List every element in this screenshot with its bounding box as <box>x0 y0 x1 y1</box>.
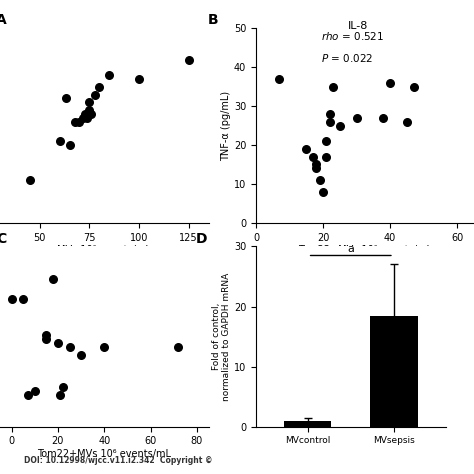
Point <box>91 91 99 98</box>
Point <box>323 137 330 145</box>
Point <box>326 110 334 118</box>
Point <box>8 295 15 302</box>
Point <box>77 351 85 358</box>
X-axis label: Tom22+MVs 10⁶ events/mL: Tom22+MVs 10⁶ events/mL <box>298 245 432 255</box>
Y-axis label: TNF-α (pg/mL): TNF-α (pg/mL) <box>221 91 231 161</box>
Bar <box>284 420 331 427</box>
Point <box>83 114 91 122</box>
Point <box>56 137 64 145</box>
Point <box>403 118 410 126</box>
Point <box>319 188 327 195</box>
Point <box>59 383 66 391</box>
Point <box>323 153 330 161</box>
Point <box>86 99 93 106</box>
Point <box>72 118 79 126</box>
Point <box>185 56 192 64</box>
Text: DOI: 10.12998/wjcc.v11.i2.342  Copyright ©: DOI: 10.12998/wjcc.v11.i2.342 Copyright … <box>24 456 212 465</box>
X-axis label: Tom22+MVs 10⁶ events/mL: Tom22+MVs 10⁶ events/mL <box>37 449 171 459</box>
Point <box>302 145 310 153</box>
Point <box>100 343 108 350</box>
Point <box>43 331 50 338</box>
Point <box>329 83 337 91</box>
Point <box>135 75 143 83</box>
Point <box>31 387 38 394</box>
Point <box>49 275 57 283</box>
Point <box>410 83 418 91</box>
Point <box>66 343 73 350</box>
Point <box>316 176 323 184</box>
Point <box>105 71 113 79</box>
Point <box>326 118 334 126</box>
Text: A: A <box>0 13 7 27</box>
Point <box>309 153 317 161</box>
Text: $\it{rho}$ = 0.521: $\it{rho}$ = 0.521 <box>321 30 384 42</box>
Point <box>386 79 394 87</box>
Point <box>54 339 62 346</box>
Text: $\it{P}$ = 0.022: $\it{P}$ = 0.022 <box>321 52 374 64</box>
Point <box>174 343 182 350</box>
Point <box>353 114 360 122</box>
Point <box>56 391 64 398</box>
Text: C: C <box>0 232 6 246</box>
Text: B: B <box>208 13 219 27</box>
Point <box>66 141 73 149</box>
Point <box>26 176 34 184</box>
Point <box>82 110 89 118</box>
Y-axis label: Fold of control,
normalized to GAPDH mRNA: Fold of control, normalized to GAPDH mRN… <box>212 273 231 401</box>
Point <box>312 161 320 168</box>
Text: IL-8: IL-8 <box>348 21 368 31</box>
Text: D: D <box>195 232 207 246</box>
Point <box>80 114 87 122</box>
Point <box>24 391 32 398</box>
Point <box>62 95 69 102</box>
Text: a: a <box>347 244 354 254</box>
Point <box>336 122 344 129</box>
Point <box>96 83 103 91</box>
Point <box>76 118 83 126</box>
Point <box>88 110 95 118</box>
Point <box>276 75 283 83</box>
X-axis label: MVs 10⁶ events/mL: MVs 10⁶ events/mL <box>57 245 151 255</box>
Point <box>380 114 387 122</box>
Point <box>19 295 27 302</box>
Point <box>86 106 93 114</box>
Point <box>43 335 50 342</box>
Point <box>312 164 320 172</box>
Bar <box>370 316 418 427</box>
